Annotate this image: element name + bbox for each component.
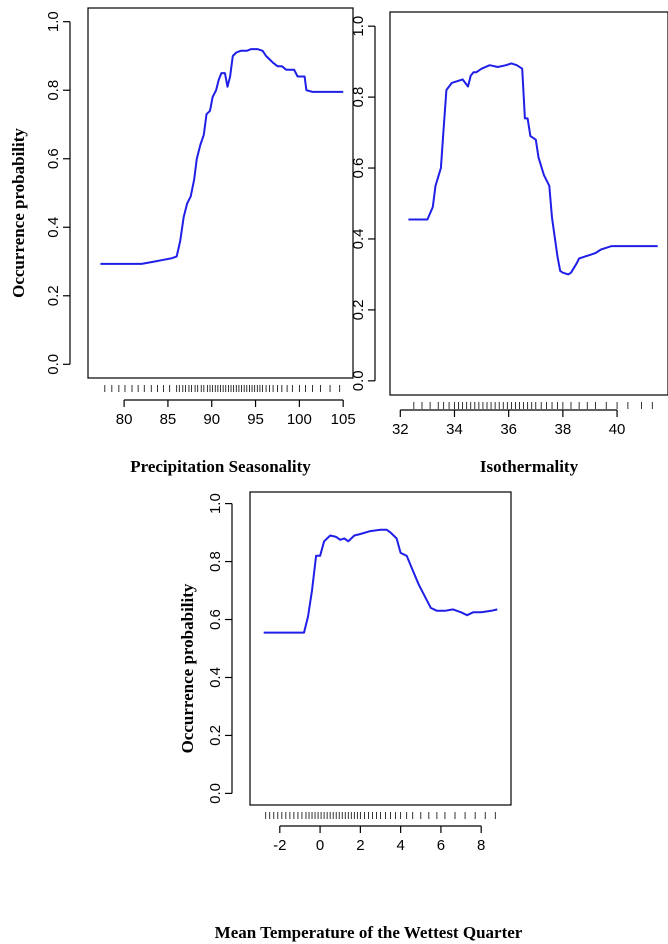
y-tick-label: 0.4 <box>350 229 367 250</box>
y-tick-label: 1.0 <box>45 11 62 32</box>
y-tick-label: 0.2 <box>207 725 224 746</box>
plot-frame <box>389 11 668 396</box>
response-curve <box>100 48 344 265</box>
x-tick-label: 34 <box>446 421 463 438</box>
x-axis-title: Precipitation Seasonality <box>130 457 311 476</box>
plot-frame <box>249 491 512 806</box>
response-curve <box>263 528 498 634</box>
y-tick-label: 0.8 <box>207 551 224 572</box>
y-tick-label: 0.0 <box>45 354 62 375</box>
y-tick-label: 0.0 <box>207 783 224 804</box>
y-tick-label: 0.0 <box>350 370 367 391</box>
x-tick-label: 0 <box>316 837 324 854</box>
y-tick-label: 0.4 <box>45 217 62 238</box>
chart-panel-1: 0.0 0.2 0.4 0.6 0.8 1.0 80 85 90 95 100 105 Precipit… <box>9 7 356 476</box>
y-tick-label: 0.4 <box>207 667 224 688</box>
x-tick-label: 40 <box>609 421 626 438</box>
x-tick-label: -2 <box>273 837 286 854</box>
y-tick-label: 0.8 <box>45 80 62 101</box>
x-tick-label: 8 <box>477 837 485 854</box>
x-tick-label: 90 <box>203 411 220 428</box>
response-curve <box>408 62 658 276</box>
y-tick-label: 0.6 <box>350 158 367 179</box>
x-tick-label: 105 <box>331 411 356 428</box>
y-axis-title: Occurrence probability <box>9 128 28 298</box>
x-tick-label: 95 <box>247 411 264 428</box>
y-tick-label: 0.6 <box>45 148 62 169</box>
y-tick-label: 0.2 <box>350 299 367 320</box>
y-tick-label: 1.0 <box>350 16 367 37</box>
chart-panel-3: 0.0 0.2 0.4 0.6 0.8 1.0 -2 0 2 4 6 8 Mean Temperatur… <box>178 491 523 942</box>
x-tick-label: 100 <box>287 411 312 428</box>
y-tick-label: 1.0 <box>207 493 224 514</box>
x-tick-label: 85 <box>160 411 177 428</box>
y-tick-label: 0.2 <box>45 285 62 306</box>
y-tick-label: 0.8 <box>350 87 367 108</box>
x-tick-label: 32 <box>392 421 409 438</box>
plot-frame <box>87 7 354 379</box>
x-axis-title: Isothermality <box>480 457 579 476</box>
x-tick-label: 36 <box>500 421 517 438</box>
y-axis-title: Occurrence probability <box>178 583 197 753</box>
x-tick-label: 38 <box>555 421 572 438</box>
x-axis-title: Mean Temperature of the Wettest Quarter <box>215 923 523 942</box>
chart-panel-2: 0.0 0.2 0.4 0.6 0.8 1.0 32 34 36 38 40 Isothermalit… <box>350 11 668 476</box>
x-tick-label: 4 <box>396 837 404 854</box>
x-tick-label: 80 <box>116 411 133 428</box>
x-tick-label: 6 <box>437 837 445 854</box>
x-tick-label: 2 <box>356 837 364 854</box>
y-tick-label: 0.6 <box>207 609 224 630</box>
